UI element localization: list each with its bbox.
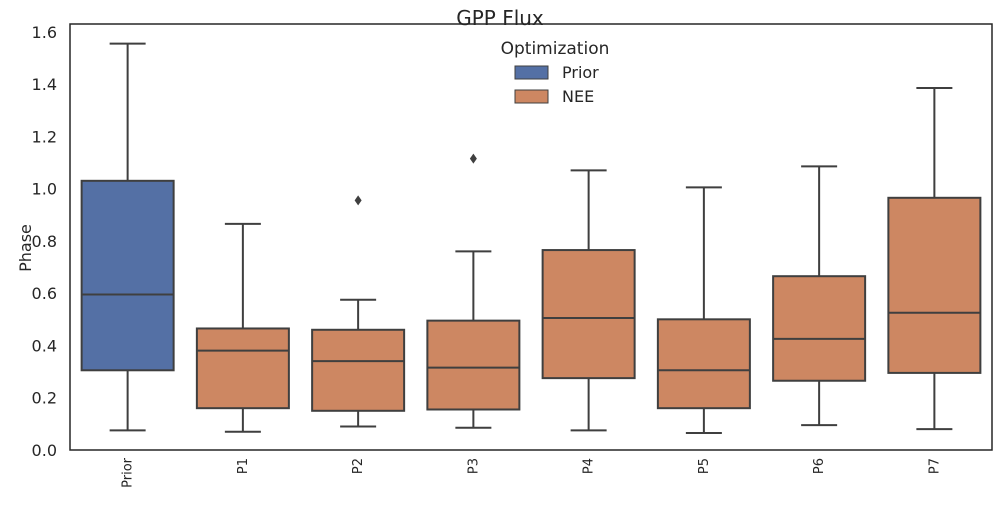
box-iqr — [541, 249, 636, 380]
legend-swatch-nee — [514, 89, 549, 104]
chart-title: GPP Flux — [456, 6, 544, 30]
legend-label-prior: Prior — [562, 63, 599, 82]
box-P1 — [195, 222, 290, 433]
x-tick-label: Prior — [121, 457, 136, 488]
box-P7 — [887, 87, 982, 431]
x-tick-label: P4 — [582, 458, 597, 474]
x-tick-label: P3 — [466, 458, 481, 474]
boxes-layer — [80, 42, 982, 435]
plot-frame — [69, 23, 993, 451]
box-P6 — [772, 165, 867, 427]
box-iqr — [772, 275, 867, 382]
x-tick-label: P1 — [236, 458, 251, 474]
x-tick-label: P6 — [812, 458, 827, 474]
legend-label-nee: NEE — [562, 87, 594, 106]
y-axis-title: Phase — [16, 224, 35, 272]
y-tick-label: 0.4 — [32, 336, 57, 355]
box-P4 — [541, 169, 636, 432]
y-tick-label: 1.4 — [32, 75, 57, 94]
box-iqr — [887, 196, 982, 374]
y-tick-label: 1.0 — [32, 180, 57, 199]
legend: Optimization Prior NEE — [501, 39, 610, 106]
box-iqr — [426, 319, 521, 411]
box-Prior — [80, 42, 175, 432]
box-iqr — [195, 327, 290, 410]
x-tick-label: P5 — [697, 458, 712, 474]
x-tick-label: P2 — [351, 458, 366, 474]
legend-title: Optimization — [501, 39, 610, 59]
legend-swatch-prior — [514, 65, 549, 80]
y-tick-label: 1.6 — [32, 23, 57, 42]
box-P3 — [426, 153, 521, 429]
y-tick-label: 1.2 — [32, 127, 57, 146]
box-iqr — [311, 328, 406, 412]
box-P5 — [656, 186, 751, 435]
axes-layer: Prior P1 P2 P3 P4 P5 P6 P7 0.0 0.2 0.4 0.6 0.8 1.0 1.2… — [32, 23, 993, 488]
y-tick-label: 0.2 — [32, 389, 57, 408]
y-tick-label: 0.0 — [32, 441, 57, 460]
outlier-point — [354, 195, 362, 206]
y-tick-label: 0.8 — [32, 232, 57, 251]
box-iqr — [656, 318, 751, 410]
box-P2 — [311, 195, 406, 428]
outlier-point — [469, 153, 477, 164]
box-iqr — [80, 179, 175, 372]
y-tick-label: 0.6 — [32, 284, 57, 303]
x-tick-label: P7 — [927, 458, 942, 474]
